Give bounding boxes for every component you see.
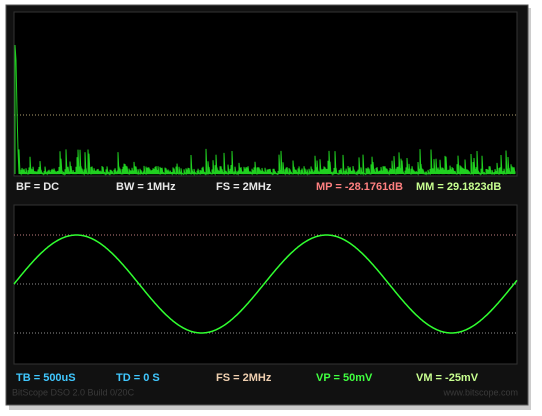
- spectrum-line: [14, 44, 516, 176]
- site-watermark: www.bitscope.com: [442, 387, 518, 397]
- tb-status: TB = 500uS: [16, 372, 76, 384]
- vp-status: VP = 50mV: [316, 372, 373, 384]
- scope-panel: [13, 204, 518, 365]
- spectrum-panel: [13, 11, 518, 177]
- bf-status: BF = DC: [16, 181, 59, 193]
- vm-status: VM = -25mV: [416, 372, 479, 384]
- build-watermark: BitScope DSO 2.0 Build 0/20C: [12, 387, 135, 397]
- mp-status: MP = -28.1761dB: [316, 181, 403, 193]
- fs-status: FS = 2MHz: [216, 181, 272, 193]
- spectrum-trace: [14, 44, 516, 176]
- fs-status: FS = 2MHz: [216, 372, 272, 384]
- waveform-trace: [13, 234, 518, 334]
- bw-status: BW = 1MHz: [116, 181, 176, 193]
- td-status: TD = 0 S: [116, 372, 160, 384]
- mm-status: MM = 29.1823dB: [416, 181, 501, 193]
